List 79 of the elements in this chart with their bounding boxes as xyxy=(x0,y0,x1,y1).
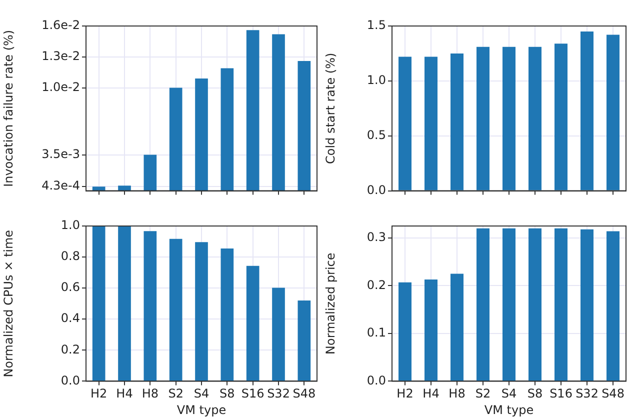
bar xyxy=(118,226,131,381)
bar xyxy=(298,300,311,381)
y-tick-label: 0.2 xyxy=(60,342,80,356)
x-tick-label: S4 xyxy=(501,386,517,401)
x-tick-label: S8 xyxy=(220,386,235,401)
bar xyxy=(398,282,412,381)
bar xyxy=(502,46,516,190)
bar xyxy=(272,34,285,191)
x-tick-label: S32 xyxy=(576,386,598,401)
x-tick-label: H2 xyxy=(90,386,108,401)
x-axis-title: VM type xyxy=(176,402,226,417)
bar xyxy=(528,46,542,190)
x-tick-label: S8 xyxy=(527,386,543,401)
y-axis-title: Normalized price xyxy=(323,252,338,354)
x-tick-label: S16 xyxy=(241,386,264,401)
bar xyxy=(476,46,490,190)
y-tick-label: 0.3 xyxy=(366,230,386,244)
y-tick-label: 0.4 xyxy=(60,311,80,326)
bar xyxy=(246,266,260,381)
x-tick-label: S32 xyxy=(267,386,290,401)
x-tick-label: H8 xyxy=(448,386,466,401)
bar xyxy=(169,88,182,191)
y-tick-label: 0.1 xyxy=(366,326,386,340)
x-tick-label: S2 xyxy=(475,386,491,401)
bar xyxy=(272,288,285,381)
bar xyxy=(528,228,542,381)
bar xyxy=(118,186,131,191)
y-axis-title: Normalized CPUs × time xyxy=(1,230,16,378)
bar xyxy=(450,274,464,381)
x-axis-title: VM type xyxy=(484,402,534,417)
bar xyxy=(144,231,157,381)
y-tick-label: 0.0 xyxy=(60,373,80,388)
x-tick-label: S2 xyxy=(168,386,184,401)
y-tick-label: 1.5 xyxy=(366,18,386,32)
y-tick-label: 1.3e-2 xyxy=(42,49,80,64)
bar xyxy=(246,30,260,191)
bar xyxy=(580,31,594,190)
bar xyxy=(424,56,438,190)
bar xyxy=(476,228,490,381)
y-tick-label: 0.2 xyxy=(366,278,386,292)
y-tick-label: 0.8 xyxy=(60,249,80,264)
y-axis-title: Cold start rate (%) xyxy=(323,52,338,164)
y-tick-label: 1.0 xyxy=(366,73,386,88)
bar xyxy=(606,231,620,381)
y-tick-label: 0.0 xyxy=(366,182,386,197)
y-tick-label: 1.6e-2 xyxy=(42,18,80,32)
bar xyxy=(606,34,620,190)
bar xyxy=(220,68,234,191)
bar xyxy=(398,56,412,190)
y-tick-label: 0.6 xyxy=(60,280,80,294)
bar xyxy=(554,44,568,190)
bar xyxy=(195,242,208,381)
y-tick-label: 0.5 xyxy=(366,128,386,142)
x-tick-label: S48 xyxy=(602,386,624,401)
x-tick-label: H4 xyxy=(422,386,440,401)
bar xyxy=(92,186,106,191)
bar xyxy=(450,53,464,190)
bar xyxy=(195,78,208,191)
y-tick-label: 1.0e-2 xyxy=(42,80,80,94)
y-tick-label: 0.0 xyxy=(366,373,386,388)
bar xyxy=(298,61,311,191)
x-tick-label: H4 xyxy=(116,386,133,401)
y-tick-label: 4.3e-4 xyxy=(42,178,80,192)
x-tick-label: H8 xyxy=(142,386,159,401)
y-tick-label: 1.0 xyxy=(60,218,80,232)
bar xyxy=(144,154,157,191)
bar xyxy=(169,238,182,381)
x-tick-label: S16 xyxy=(550,386,572,401)
bar xyxy=(554,228,568,381)
x-tick-label: H2 xyxy=(396,386,414,401)
bar xyxy=(580,229,594,381)
bar xyxy=(220,248,234,381)
bar xyxy=(502,228,516,381)
y-axis-title: Invocation failure rate (%) xyxy=(1,30,16,187)
x-tick-label: S4 xyxy=(194,386,210,401)
x-tick-label: S48 xyxy=(292,386,316,401)
bar xyxy=(424,279,438,381)
bar xyxy=(92,226,106,381)
y-tick-label: 3.5e-3 xyxy=(42,146,80,161)
